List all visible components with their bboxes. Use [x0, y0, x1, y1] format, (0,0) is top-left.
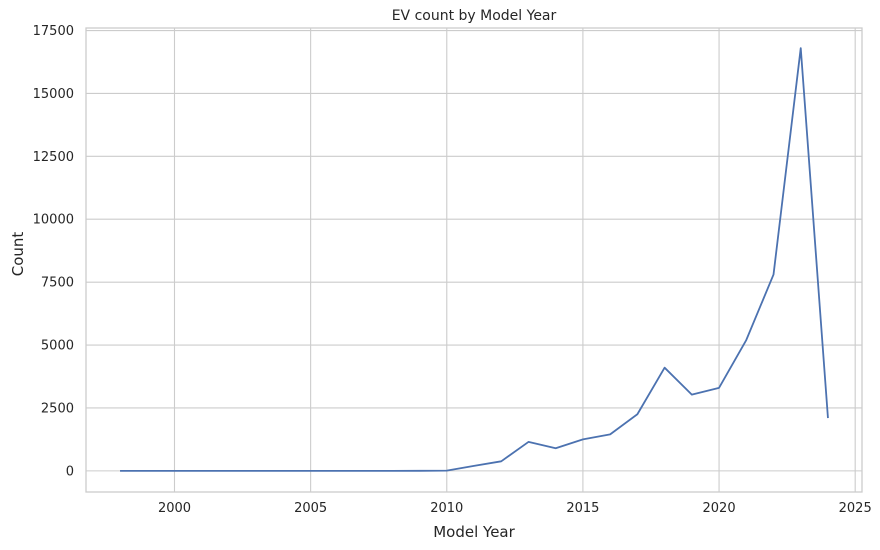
chart-title: EV count by Model Year: [392, 8, 557, 24]
plot-frame: [85, 27, 863, 493]
series-line: [120, 47, 829, 472]
series-layer: [120, 47, 829, 472]
y-tick-label: 7500: [41, 276, 74, 291]
x-axis-label: Model Year: [433, 523, 515, 541]
x-tick-label: 2000: [158, 501, 191, 516]
tick-labels: 2000 2005 2010 2015 2020 2025 0 2500 5000 7500 100…: [33, 24, 872, 516]
grid: [86, 28, 862, 492]
y-tick-label: 12500: [33, 150, 74, 165]
y-tick-label: 2500: [41, 401, 74, 416]
y-tick-label: 0: [66, 464, 74, 479]
x-tick-label: 2010: [430, 501, 463, 516]
x-tick-label: 2025: [839, 501, 872, 516]
y-axis-label: Count: [9, 232, 27, 277]
x-tick-label: 2020: [703, 501, 736, 516]
x-tick-label: 2005: [294, 501, 327, 516]
y-tick-label: 17500: [33, 24, 74, 39]
y-tick-label: 10000: [33, 213, 74, 228]
y-tick-label: 5000: [41, 339, 74, 354]
y-tick-label: 15000: [33, 87, 74, 102]
x-tick-label: 2015: [566, 501, 599, 516]
